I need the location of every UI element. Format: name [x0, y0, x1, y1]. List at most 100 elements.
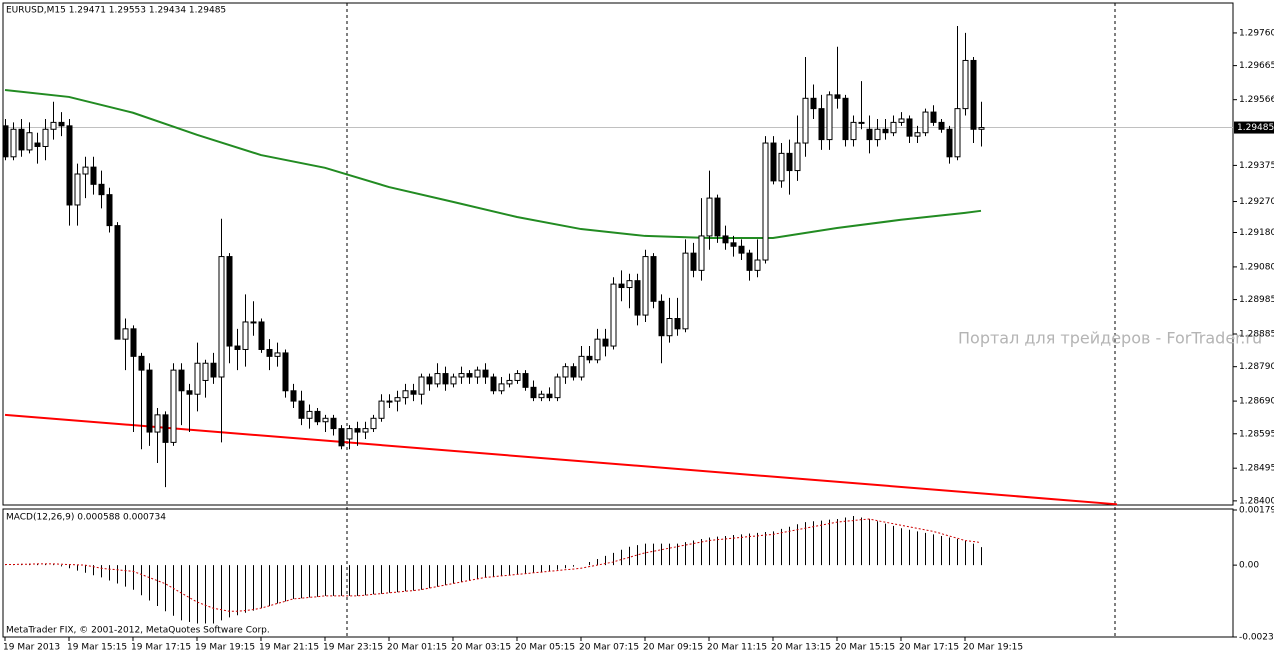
- candle-body: [66, 125, 73, 206]
- candle-body: [362, 428, 369, 433]
- candle-body: [194, 362, 201, 395]
- candle-body: [458, 373, 465, 378]
- y-tick-label: 1.28790: [1239, 362, 1274, 372]
- y-tick-label: 1.29566: [1239, 95, 1274, 105]
- candle-body: [514, 373, 521, 381]
- y-tick-label: 1.29665: [1239, 61, 1274, 71]
- y-tick-label: 1.28690: [1239, 397, 1274, 407]
- candle-body: [546, 393, 553, 399]
- candle-body: [522, 373, 529, 388]
- candle-body: [282, 352, 289, 392]
- candle-body: [794, 142, 801, 172]
- candle-body: [850, 121, 857, 141]
- candle-body: [770, 142, 777, 182]
- x-tick-label: 19 Mar 17:15: [131, 643, 191, 653]
- candle-body: [826, 94, 833, 141]
- candle-body: [690, 252, 697, 271]
- candle-body: [810, 97, 817, 110]
- candle-body: [898, 118, 905, 123]
- moving-average: [4, 89, 982, 240]
- y-tick-label: 0.001795: [1239, 506, 1274, 516]
- candle-body: [594, 338, 601, 361]
- candle-body: [26, 132, 33, 151]
- macd-panel: [2, 508, 1234, 638]
- candle-body: [746, 252, 753, 271]
- candle-body: [946, 128, 953, 158]
- y-tick-label: 1.29760: [1239, 28, 1274, 38]
- candle-body: [290, 390, 297, 402]
- signal-line: [5, 518, 982, 612]
- candle-body: [242, 321, 249, 350]
- candle-body: [954, 108, 961, 158]
- x-tick-label: 20 Mar 09:15: [643, 643, 703, 653]
- candle-body: [138, 355, 145, 371]
- x-tick-label: 19 Mar 23:15: [323, 643, 383, 653]
- candle-body: [450, 376, 457, 385]
- candle-body: [410, 390, 417, 395]
- candle-body: [530, 386, 537, 399]
- candle-body: [378, 400, 385, 419]
- candle-body: [306, 410, 313, 419]
- candle-body: [338, 428, 345, 447]
- chart-title: EURUSD,M15 1.29471 1.29553 1.29434 1.294…: [6, 6, 226, 16]
- y-tick-label: -0.00234: [1239, 633, 1274, 643]
- candle-body: [874, 128, 881, 141]
- candle-body: [58, 121, 65, 127]
- candle-body: [386, 400, 393, 403]
- candle-body: [122, 328, 129, 340]
- candle-body: [258, 321, 265, 350]
- x-tick-label: 19 Mar 15:15: [67, 643, 127, 653]
- candle-body: [74, 173, 81, 206]
- candle-body: [250, 321, 257, 324]
- candle-body: [970, 59, 977, 130]
- candle-body: [754, 259, 761, 271]
- candle-body: [634, 280, 641, 316]
- x-tick-label: 20 Mar 01:15: [387, 643, 447, 653]
- y-tick-label: 1.29270: [1239, 197, 1274, 207]
- x-tick-label: 20 Mar 07:15: [579, 643, 639, 653]
- candle-body: [578, 355, 585, 378]
- candle-body: [762, 142, 769, 261]
- candle-body: [482, 369, 489, 378]
- candle-body: [2, 125, 9, 158]
- candle-body: [962, 59, 969, 110]
- candle-body: [674, 318, 681, 330]
- candle-body: [50, 121, 57, 130]
- watermark: Портал для трейдеров - ForTrader.ru: [958, 329, 1262, 348]
- main-panel: [2, 2, 1234, 506]
- candle-body: [802, 97, 809, 144]
- candle-body: [298, 400, 305, 419]
- candle-body: [490, 376, 497, 392]
- x-tick-label: 20 Mar 19:15: [963, 643, 1023, 653]
- y-tick-label: 1.28400: [1239, 496, 1274, 506]
- candle-body: [538, 393, 545, 399]
- candle-body: [314, 410, 321, 423]
- candle-body: [930, 111, 937, 123]
- candle-body: [154, 414, 161, 433]
- candle-body: [498, 383, 505, 392]
- candle-body: [162, 414, 169, 443]
- candle-body: [570, 366, 577, 378]
- candle-body: [98, 183, 105, 196]
- candle-body: [18, 128, 25, 151]
- candle-body: [666, 318, 673, 337]
- candle-body: [394, 397, 401, 402]
- candle-body: [682, 252, 689, 330]
- candle-body: [938, 121, 945, 130]
- candle-body: [922, 111, 929, 134]
- candle-body: [370, 417, 377, 430]
- candle-body: [434, 373, 441, 385]
- candle-body: [714, 197, 721, 237]
- candle-body: [474, 369, 481, 378]
- candle-body: [402, 390, 409, 399]
- candle-body: [642, 256, 649, 316]
- candle-body: [698, 235, 705, 271]
- candle-body: [202, 362, 209, 381]
- candle-body: [178, 369, 185, 392]
- x-tick-label: 20 Mar 11:15: [707, 643, 767, 653]
- candle-body: [978, 127, 985, 130]
- candle-body: [562, 366, 569, 378]
- candle-body: [234, 345, 241, 350]
- y-tick-label: 1.28885: [1239, 329, 1274, 339]
